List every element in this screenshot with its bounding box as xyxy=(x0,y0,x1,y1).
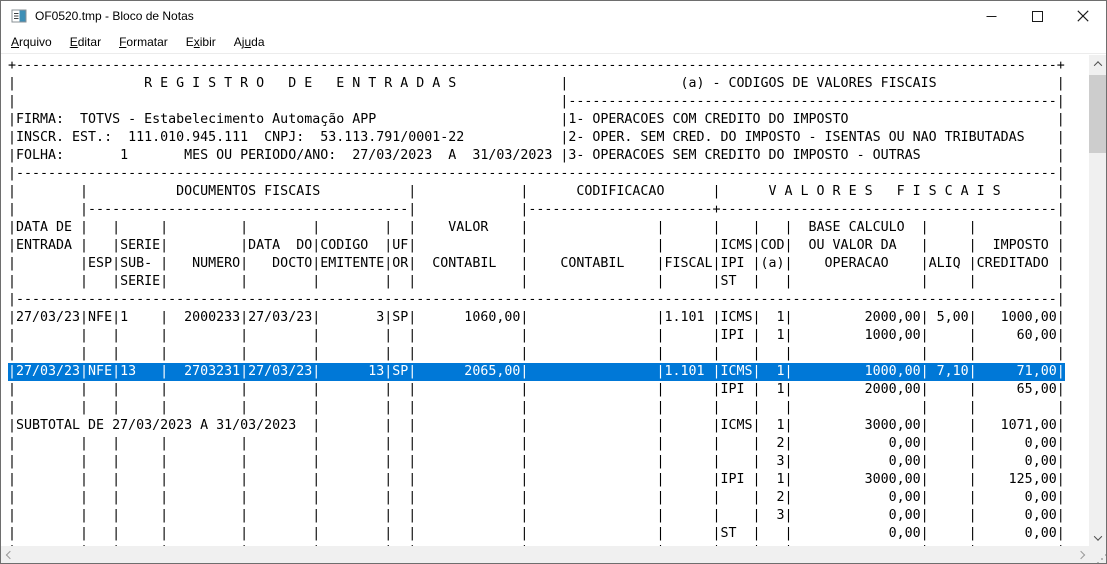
text-line[interactable]: |INSCR. EST.: 111.010.945.111 CNPJ: 53.1… xyxy=(8,130,1065,145)
horizontal-scrollbar[interactable] xyxy=(1,546,1089,563)
menu-item-arquivo[interactable]: Arquivo xyxy=(11,34,52,49)
menu-item-ajuda[interactable]: Ajuda xyxy=(233,34,265,49)
scroll-down-button[interactable] xyxy=(1089,529,1106,546)
text-line[interactable]: |SUBTOTAL DE 27/03/2023 A 31/03/2023 | |… xyxy=(8,418,1065,433)
selected-text-line[interactable]: |27/03/23|NFE|13 | 2703231|27/03/23| 13|… xyxy=(8,363,1065,381)
text-line[interactable]: |ENTRADA | |SERIE| |DATA DO|CODIGO |UF| … xyxy=(8,238,1065,253)
scroll-left-button[interactable] xyxy=(1,546,18,563)
text-line[interactable]: | | DOCUMENTOS FISCAIS | | CODIFICACAO |… xyxy=(8,184,1065,199)
chevron-down-icon xyxy=(1093,531,1102,541)
menubar: Arquivo Editar Formatar Exibir Ajuda xyxy=(1,31,1106,54)
text-line[interactable]: | | | | | | | | | | | | 2| 0,00| | 0,00| xyxy=(8,490,1065,505)
text-line[interactable]: |27/03/23|NFE|1 | 2000233|27/03/23| 3|SP… xyxy=(8,310,1065,325)
minimize-icon xyxy=(986,15,996,17)
menu-item-formatar[interactable]: Formatar xyxy=(119,34,168,49)
text-line[interactable]: |---------------------------------------… xyxy=(8,166,1065,181)
titlebar[interactable]: OF0520.tmp - Bloco de Notas xyxy=(1,1,1106,31)
text-line[interactable]: | | | | | | | | | | | | 3| 0,00| | 0,00| xyxy=(8,508,1065,523)
vertical-scrollbar-thumb[interactable] xyxy=(1089,75,1106,153)
client-area: +---------------------------------------… xyxy=(1,55,1106,563)
text-line[interactable]: | | | | | | | | | | | | 3| 0,00| | 0,00| xyxy=(8,454,1065,469)
text-line[interactable]: | | | | | | | | | | |IPI | 1| 1000,00| |… xyxy=(8,328,1065,343)
scroll-up-button[interactable] xyxy=(1089,55,1106,72)
text-line[interactable]: |FOLHA: 1 MES OU PERIODO/ANO: 27/03/2023… xyxy=(8,148,1065,163)
text-line[interactable]: |FIRMA: TOTVS - Estabelecimento Automaçã… xyxy=(8,112,1065,127)
text-area[interactable]: +---------------------------------------… xyxy=(1,55,1089,546)
text-line[interactable]: | | |SERIE| | | | | | | |ST | | | | | xyxy=(8,274,1065,289)
text-line[interactable]: | | | | | | | | | | | | | | | | xyxy=(8,346,1065,361)
text-line[interactable]: | | | | | | | | | | |ST | | 0,00| | 0,00… xyxy=(8,526,1065,541)
text-line[interactable]: | | | | | | | | | | | | | | | | xyxy=(8,543,1089,546)
chevron-left-icon xyxy=(5,550,14,559)
maximize-button[interactable] xyxy=(1014,1,1060,31)
close-button[interactable] xyxy=(1060,1,1106,31)
text-line[interactable]: |---------------------------------------… xyxy=(8,292,1065,307)
text-line[interactable]: | |-------------------------------------… xyxy=(8,202,1065,217)
text-line[interactable]: +---------------------------------------… xyxy=(8,58,1065,73)
window-controls xyxy=(968,1,1106,31)
menu-item-editar[interactable]: Editar xyxy=(69,34,102,49)
text-line[interactable]: | R E G I S T R O D E E N T R A D A S | … xyxy=(8,76,1065,91)
text-line[interactable]: | |-------------------------------------… xyxy=(8,94,1065,109)
text-line[interactable]: | | | | | | | | | | |IPI | 1| 3000,00| |… xyxy=(8,472,1065,487)
text-line[interactable]: | | | | | | | | | | | | | | | | xyxy=(8,400,1065,415)
vertical-scrollbar[interactable] xyxy=(1089,55,1106,546)
text-line[interactable]: | | | | | | | | | | | | 2| 0,00| | 0,00| xyxy=(8,436,1065,451)
chevron-right-icon xyxy=(1076,550,1085,559)
minimize-button[interactable] xyxy=(968,1,1014,31)
resize-grip-icon[interactable] xyxy=(1101,558,1103,560)
menu-item-exibir[interactable]: Exibir xyxy=(185,34,216,49)
scrollbar-corner xyxy=(1089,546,1106,563)
document-text[interactable]: +---------------------------------------… xyxy=(1,55,1089,546)
text-line[interactable]: | | | | | | | | | | |IPI | 1| 2000,00| |… xyxy=(8,382,1065,397)
notepad-app-icon xyxy=(11,9,27,23)
window-title: OF0520.tmp - Bloco de Notas xyxy=(35,9,194,23)
close-icon xyxy=(1077,10,1089,22)
text-line[interactable]: | |ESP|SUB- | NUMERO| DOCTO|EMITENTE|OR|… xyxy=(8,256,1065,271)
maximize-icon xyxy=(1031,10,1043,22)
chevron-up-icon xyxy=(1093,60,1102,70)
text-line[interactable]: |DATA DE | | | | | | | VALOR | | | | | B… xyxy=(8,220,1065,235)
scroll-right-button[interactable] xyxy=(1072,546,1089,563)
